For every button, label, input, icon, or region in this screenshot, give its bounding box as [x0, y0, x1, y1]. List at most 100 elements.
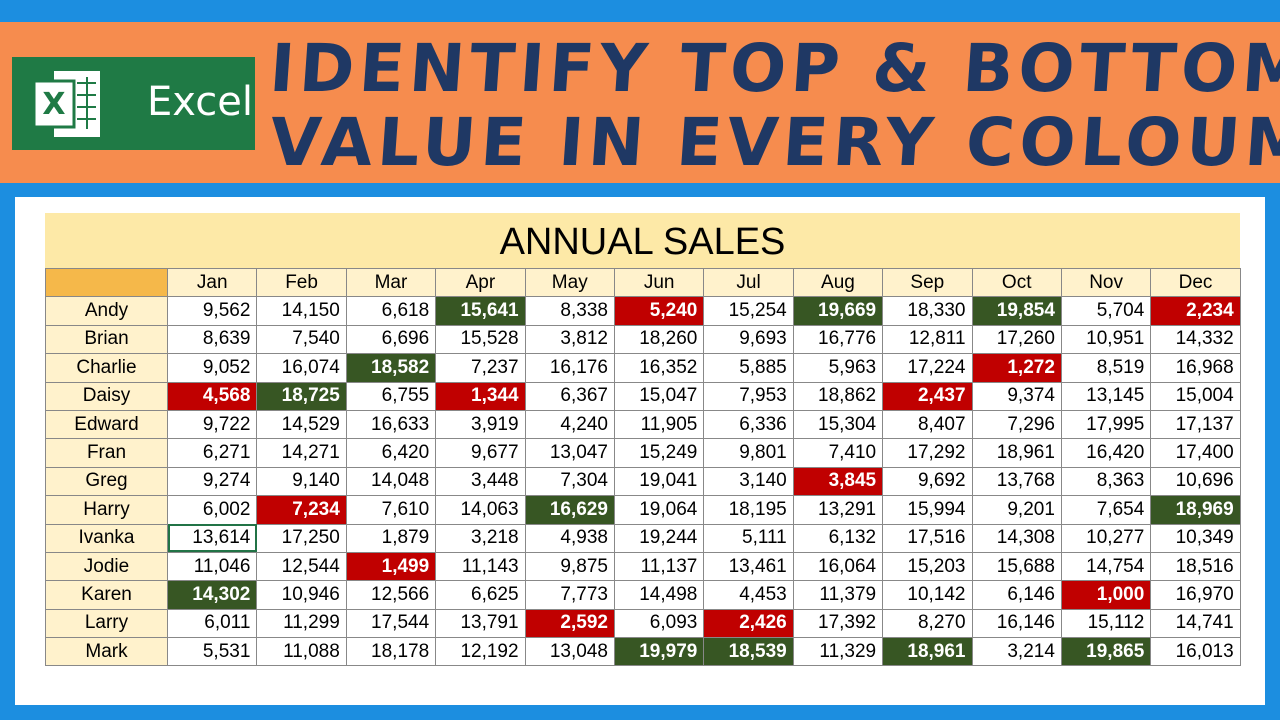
- value-cell: 10,142: [882, 580, 973, 610]
- excel-icon: X: [32, 71, 100, 137]
- value-cell: 11,329: [792, 637, 884, 667]
- data-row: Fran 6,271 14,271 6,420 9,677 13,047 15,249 9,8…: [45, 438, 1241, 468]
- value-cell: 16,968: [1150, 353, 1241, 383]
- value-cell: 10,946: [256, 580, 347, 610]
- value-cell: 11,137: [613, 551, 705, 582]
- column-header: Mar: [345, 267, 437, 298]
- banner: X Excel IDENTIFY TOP & BOTTOM VALUE IN E…: [0, 22, 1280, 183]
- value-cell: 3,214: [971, 637, 1062, 667]
- value-cell: 17,137: [1150, 409, 1241, 440]
- value-cell: 16,074: [256, 353, 347, 383]
- value-cell: 16,629: [524, 495, 615, 525]
- value-cell: 5,531: [166, 637, 258, 667]
- value-cell: 12,544: [256, 551, 347, 582]
- data-row: Greg 9,274 9,140 14,048 3,448 7,304 19,041 3,14…: [45, 466, 1241, 497]
- value-cell: 7,610: [345, 495, 437, 525]
- header-row: Jan Feb Mar Apr May Jun Jul Aug Sep Oct Nov Dec: [45, 267, 1241, 298]
- value-cell: 13,291: [792, 495, 884, 525]
- column-header: Feb: [256, 267, 347, 298]
- sales-table: Jan Feb Mar Apr May Jun Jul Aug Sep Oct Nov Dec Andy…: [45, 267, 1241, 667]
- value-cell: 6,336: [703, 409, 794, 440]
- value-cell: 9,201: [971, 495, 1062, 525]
- data-row: Jodie 11,046 12,544 1,499 11,143 9,875 11,137 1…: [45, 551, 1241, 582]
- value-cell: 3,218: [435, 523, 526, 553]
- value-cell: 8,407: [882, 409, 973, 440]
- value-cell: 16,176: [524, 353, 615, 383]
- value-cell: 3,812: [524, 324, 615, 355]
- value-cell: 14,332: [1150, 324, 1241, 355]
- value-cell: 10,349: [1150, 523, 1241, 553]
- value-cell: 14,498: [613, 580, 705, 610]
- value-cell: 9,693: [703, 324, 794, 355]
- value-cell: 17,250: [256, 523, 347, 553]
- value-cell: 17,995: [1060, 409, 1152, 440]
- value-cell: 4,568: [166, 381, 258, 411]
- row-name: Daisy: [45, 381, 168, 411]
- value-cell: 9,052: [166, 353, 258, 383]
- data-row: Harry 6,002 7,234 7,610 14,063 16,629 19,064 18…: [45, 495, 1241, 525]
- value-cell: 11,088: [256, 637, 347, 667]
- value-cell: 18,178: [345, 637, 437, 667]
- value-cell: 18,725: [256, 381, 347, 411]
- value-cell: 11,143: [435, 551, 526, 582]
- value-cell: 16,352: [613, 353, 705, 383]
- value-cell: 10,696: [1150, 466, 1241, 497]
- value-cell: 1,344: [435, 381, 526, 411]
- value-cell: 1,879: [345, 523, 437, 553]
- value-cell: 17,516: [882, 523, 973, 553]
- value-cell: 18,195: [703, 495, 794, 525]
- value-cell: 16,420: [1060, 438, 1152, 468]
- value-cell: 18,539: [703, 637, 794, 667]
- value-cell: 15,254: [703, 296, 794, 326]
- row-name: Charlie: [45, 353, 168, 383]
- value-cell: 5,704: [1060, 296, 1152, 326]
- value-cell: 13,048: [524, 637, 615, 667]
- value-cell: 9,677: [435, 438, 526, 468]
- value-cell: 14,048: [345, 466, 437, 497]
- value-cell: 5,240: [613, 296, 705, 326]
- value-cell: 14,302: [166, 580, 258, 610]
- value-cell: 18,969: [1150, 495, 1241, 525]
- value-cell: 11,379: [792, 580, 884, 610]
- column-header: Aug: [792, 267, 884, 298]
- value-cell: 9,875: [524, 551, 615, 582]
- data-row: Andy 9,562 14,150 6,618 15,641 8,338 5,240 15,2…: [45, 296, 1241, 326]
- value-cell: 15,304: [792, 409, 884, 440]
- value-cell: 19,669: [792, 296, 884, 326]
- value-cell: 9,274: [166, 466, 258, 497]
- value-cell: 16,776: [792, 324, 884, 355]
- value-cell: 2,437: [882, 381, 973, 411]
- value-cell: 15,203: [882, 551, 973, 582]
- value-cell: 8,338: [524, 296, 615, 326]
- value-cell: 10,277: [1060, 523, 1152, 553]
- value-cell: 11,299: [256, 608, 347, 639]
- value-cell: 19,865: [1060, 637, 1152, 667]
- value-cell: 13,461: [703, 551, 794, 582]
- value-cell: 19,244: [613, 523, 705, 553]
- value-cell: 14,150: [256, 296, 347, 326]
- value-cell: 6,696: [345, 324, 437, 355]
- headline: VALUE IN EVERY COLOUMN: [267, 104, 1280, 181]
- value-cell: 4,938: [524, 523, 615, 553]
- row-name: Ivanka: [45, 523, 168, 553]
- value-cell: 16,146: [971, 608, 1062, 639]
- column-header: Sep: [882, 267, 973, 298]
- value-cell: 15,004: [1150, 381, 1241, 411]
- value-cell: 5,963: [792, 353, 884, 383]
- row-name: Fran: [45, 438, 168, 468]
- value-cell: 7,304: [524, 466, 615, 497]
- column-header: Nov: [1060, 267, 1152, 298]
- value-cell: 5,111: [703, 523, 794, 553]
- value-cell: 2,592: [524, 608, 615, 639]
- value-cell: 18,516: [1150, 551, 1241, 582]
- row-name: Harry: [45, 495, 168, 525]
- row-name: Greg: [45, 466, 168, 497]
- column-header: Jul: [703, 267, 794, 298]
- value-cell: 9,692: [882, 466, 973, 497]
- value-cell: 19,064: [613, 495, 705, 525]
- value-cell: 15,112: [1060, 608, 1152, 639]
- value-cell: 3,448: [435, 466, 526, 497]
- value-cell: 17,392: [792, 608, 884, 639]
- value-cell: 6,367: [524, 381, 615, 411]
- value-cell: 14,754: [1060, 551, 1152, 582]
